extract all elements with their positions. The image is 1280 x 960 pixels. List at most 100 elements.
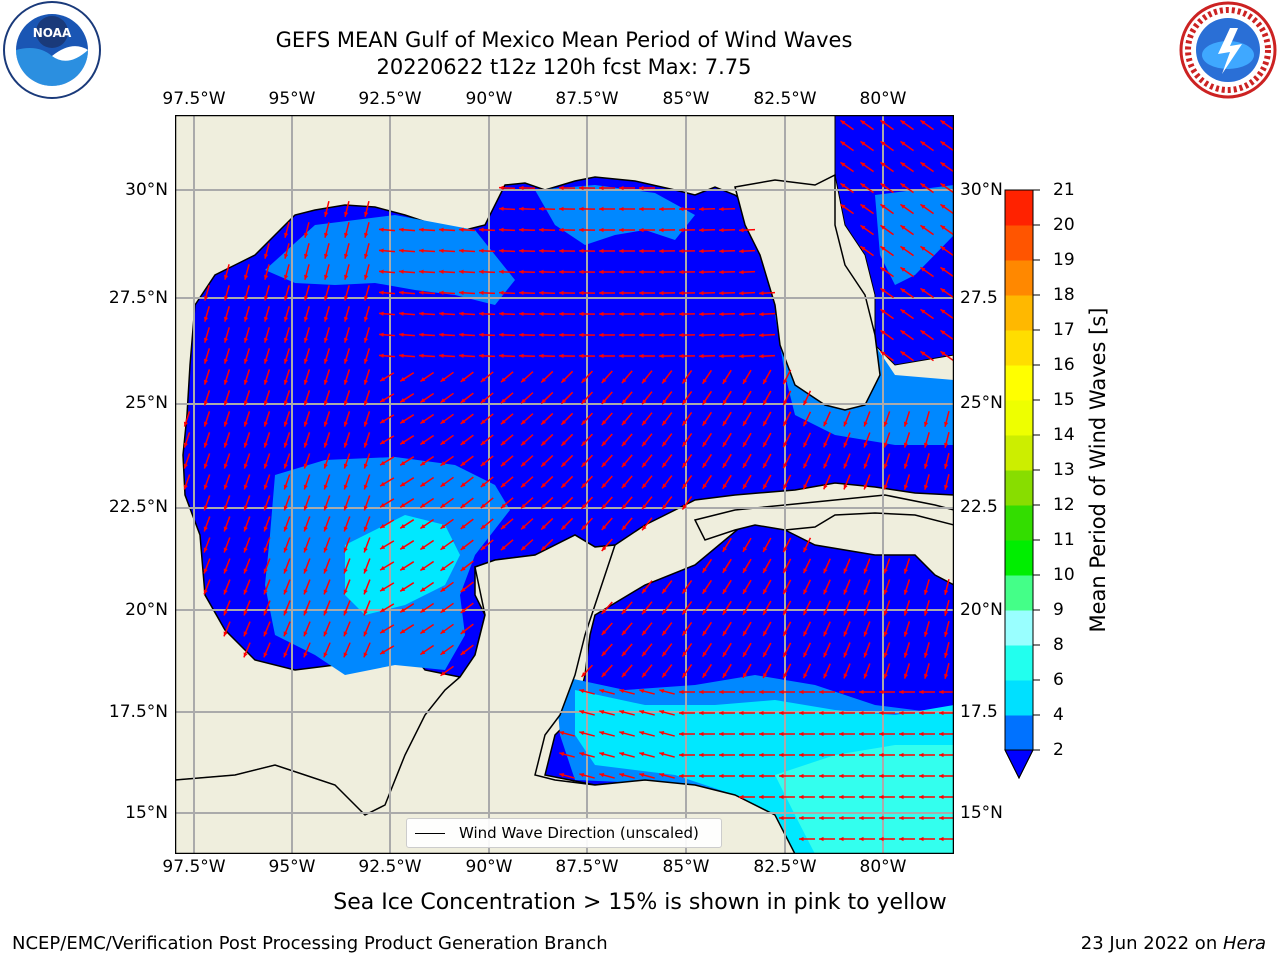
wind-arrow-head: [263, 547, 268, 553]
wind-arrow-head: [499, 206, 504, 212]
wind-arrow-head: [944, 421, 949, 427]
wind-arrow-head: [839, 689, 844, 695]
wind-arrow-head: [323, 316, 329, 322]
wind-arrow-head: [303, 400, 309, 406]
wind-arrow-head: [243, 505, 248, 511]
lon-tick-top: 92.5°W: [358, 89, 422, 109]
wind-arrow-head: [679, 710, 684, 716]
wind-arrow-head: [783, 442, 788, 448]
wind-arrow-head: [823, 631, 828, 637]
wind-arrow-head: [803, 673, 808, 679]
wind-arrow-head: [579, 269, 584, 275]
wind-arrow-head: [803, 400, 808, 406]
wind-arrow-head: [742, 441, 748, 447]
wind-arrow-head: [843, 442, 848, 448]
wind-arrow-head: [479, 353, 484, 359]
colorbar-tick-label: 8: [1053, 635, 1064, 655]
wind-arrow-head: [903, 442, 909, 448]
wind-arrow-head: [839, 794, 844, 800]
wind-arrow-head: [883, 463, 888, 469]
wind-arrow-head: [579, 185, 584, 191]
wind-arrow-head: [363, 589, 368, 595]
wind-arrow-head: [480, 419, 486, 425]
wind-arrow-head: [263, 379, 269, 385]
wind-arrow-head: [579, 709, 585, 715]
wind-arrow-head: [439, 227, 444, 232]
wind-arrow-head: [460, 545, 466, 550]
wind-arrow-head: [621, 483, 627, 489]
wind-arrow-head: [439, 353, 444, 358]
wind-arrow-head: [323, 652, 328, 658]
wind-arrow-head: [599, 751, 605, 757]
wind-arrow-head: [303, 652, 308, 658]
wind-arrow-head: [702, 609, 707, 615]
wind-arrow-head: [722, 462, 728, 468]
wind-arrow-head: [763, 631, 768, 637]
wind-arrow-head: [579, 206, 584, 212]
wind-arrow-head: [399, 311, 404, 316]
wind-arrow-head: [499, 290, 504, 296]
wind-arrow-head: [859, 689, 864, 695]
wind-arrow-head: [283, 484, 288, 490]
wind-arrow-head: [243, 568, 248, 574]
wind-arrow-head: [779, 710, 784, 716]
wind-arrow-head: [742, 588, 748, 594]
wind-arrow-head: [860, 183, 866, 188]
wind-arrow-head: [919, 731, 924, 737]
wind-arrow-head: [500, 398, 506, 404]
wind-arrow-head: [599, 248, 604, 254]
wind-arrow-head: [682, 651, 687, 657]
wind-arrow-head: [819, 689, 824, 695]
wind-arrow-head: [223, 316, 229, 322]
wind-arrow-head: [223, 358, 229, 364]
wind-arrow-head: [863, 484, 868, 490]
wind-arrow-head: [480, 503, 486, 509]
wind-arrow-head: [819, 752, 824, 758]
wind-arrow-head: [702, 672, 707, 678]
wind-arrow-head: [722, 378, 728, 384]
wind-arrow-head: [742, 546, 748, 552]
wind-arrow-head: [619, 311, 624, 317]
wind-arrow-head: [223, 463, 228, 469]
wind-arrow-head: [863, 589, 868, 595]
wind-arrow-head: [920, 204, 926, 209]
wind-arrow-head: [243, 400, 249, 406]
wind-arrow-head: [863, 463, 868, 469]
wind-arrow-head: [243, 295, 249, 301]
wind-arrow-head: [621, 462, 627, 468]
colorbar-tick-label: 2: [1053, 740, 1064, 760]
wind-arrow-head: [303, 358, 309, 364]
wind-arrow-head: [599, 206, 604, 212]
wind-arrow-head: [183, 421, 188, 427]
wind-arrow-head: [519, 332, 524, 338]
wind-arrow-head: [559, 185, 564, 191]
wind-arrow-head: [203, 568, 208, 574]
wind-arrow-head: [363, 526, 368, 532]
wind-arrow-head: [579, 248, 584, 254]
wind-arrow-head: [739, 269, 744, 275]
wind-arrow-head: [519, 227, 524, 233]
wind-arrow-head: [579, 290, 584, 296]
wind-arrow-head: [579, 688, 585, 694]
wind-arrow-head: [323, 379, 329, 385]
wind-arrow-head: [283, 358, 289, 364]
wind-arrow-head: [939, 731, 944, 737]
wind-arrow-head: [639, 709, 645, 715]
wind-arrow-head: [379, 353, 384, 358]
wind-arrow-head: [263, 589, 268, 595]
wind-arrow-head: [539, 227, 544, 233]
wind-arrow-head: [420, 524, 426, 529]
wind-arrow-head: [899, 773, 904, 779]
wind-arrow-head: [440, 398, 446, 403]
lon-tick-bottom: 87.5°W: [555, 857, 619, 877]
wind-arrow-head: [303, 505, 308, 511]
wind-arrow-head: [541, 503, 546, 509]
wind-arrow-head: [581, 399, 587, 404]
wind-arrow-head: [679, 689, 684, 695]
wind-arrow-head: [900, 204, 906, 209]
wind-arrow-head: [940, 204, 946, 209]
wind-arrow-head: [480, 545, 486, 551]
wind-arrow-head: [920, 309, 926, 314]
wind-arrow-head: [863, 442, 868, 448]
wind-arrow-head: [722, 441, 728, 447]
